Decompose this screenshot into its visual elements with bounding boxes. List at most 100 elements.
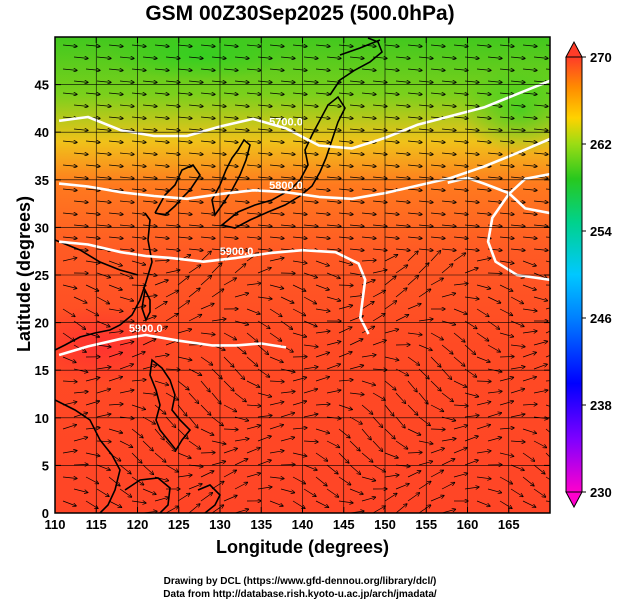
wind-vector [499,428,514,429]
x-tick-label: 130 [209,517,231,532]
wind-vector [407,452,422,453]
wind-vector [257,487,272,489]
wind-vector [73,392,88,393]
wind-vector [62,308,75,317]
wind-vector [522,309,537,311]
contour-label: 5900.0 [129,323,163,335]
colorbar: 230 238 246 254 262 270 [565,40,612,509]
wind-vector [372,314,385,322]
wind-vector [522,69,537,70]
wind-vector [73,177,88,178]
wind-vector [441,201,456,202]
wind-vector [533,488,546,497]
wind-vector [499,332,514,337]
wind-vector [154,428,164,440]
x-tick-label: 140 [292,517,314,532]
wind-vector [545,116,550,118]
wind-vector [165,225,180,226]
wind-vector [269,356,283,362]
wind-vector [522,237,537,238]
wind-vector [349,225,364,226]
wind-vector [165,105,180,106]
wind-vector [499,261,514,263]
wind-vector [292,332,307,337]
wind-vector [315,45,330,46]
wind-vector [395,416,405,428]
wind-vector [73,105,88,106]
wind-vector [499,45,514,46]
wind-vector [522,260,536,266]
wind-vector [234,264,246,274]
wind-vector [384,93,399,94]
x-axis-ticks: 110 115 120 125 130 135 140 145 150 155 160 165 [45,37,520,532]
wind-vector [407,471,421,478]
wind-vector [338,45,353,46]
wind-vector [188,57,203,58]
coastline-taiwan [141,287,151,323]
wind-vector [499,141,514,142]
wind-vector [165,369,180,370]
wind-vector [315,117,330,118]
wind-vector [292,141,307,142]
wind-vector [533,341,548,346]
wind-vector [361,45,376,46]
wind-vector [349,295,364,297]
wind-vector [85,428,100,429]
wind-vector [188,416,198,428]
wind-vector [407,276,418,286]
wind-vector [223,332,236,340]
wind-vector [177,404,187,416]
wind-vector [257,415,272,417]
wind-vector [349,440,360,451]
wind-vector [108,141,123,142]
wind-vector [200,251,211,262]
height-contour [486,172,550,282]
wind-vector [108,93,123,94]
wind-vector [211,481,224,490]
wind-vector [96,153,111,154]
wind-vector [142,81,157,82]
wind-vector [200,471,214,478]
wind-vector [119,249,134,250]
wind-vector [453,425,468,430]
wind-vector [384,356,399,360]
wind-vector [177,452,191,458]
wind-vector [372,153,387,154]
wind-vector [407,428,421,435]
wind-vector [269,500,283,506]
wind-vector [384,45,399,46]
wind-vector [499,69,514,70]
wind-vector [303,129,318,130]
wind-vector [499,357,514,358]
wind-vector [372,249,387,250]
wind-vector [73,413,87,418]
wind-vector [200,213,215,214]
wind-vector [476,381,491,382]
wind-vector [338,285,353,286]
wind-vector [315,428,329,433]
colorbar-bottom-triangle [565,491,583,509]
x-tick-label: 145 [333,517,355,532]
wind-vector [108,117,123,118]
wind-vector [453,237,468,238]
wind-vector [545,476,550,481]
wind-vector [326,296,341,301]
wind-vector [142,153,157,154]
wind-vector [395,177,410,178]
wind-vector [395,249,410,250]
wind-vector [165,270,180,274]
wind-vector [246,332,258,342]
wind-vector [349,464,360,474]
wind-vector [142,416,155,424]
coastline-china [55,212,153,351]
wind-vector [533,440,546,448]
wind-vector [407,237,422,238]
wind-vector [73,81,88,82]
wind-vector [326,57,341,58]
wind-vector [418,368,429,379]
wind-vector [108,500,122,507]
wind-vector [200,45,215,46]
wind-vector [384,452,398,458]
colorbar-tick-label: 246 [590,311,612,326]
wind-vector [476,425,490,430]
